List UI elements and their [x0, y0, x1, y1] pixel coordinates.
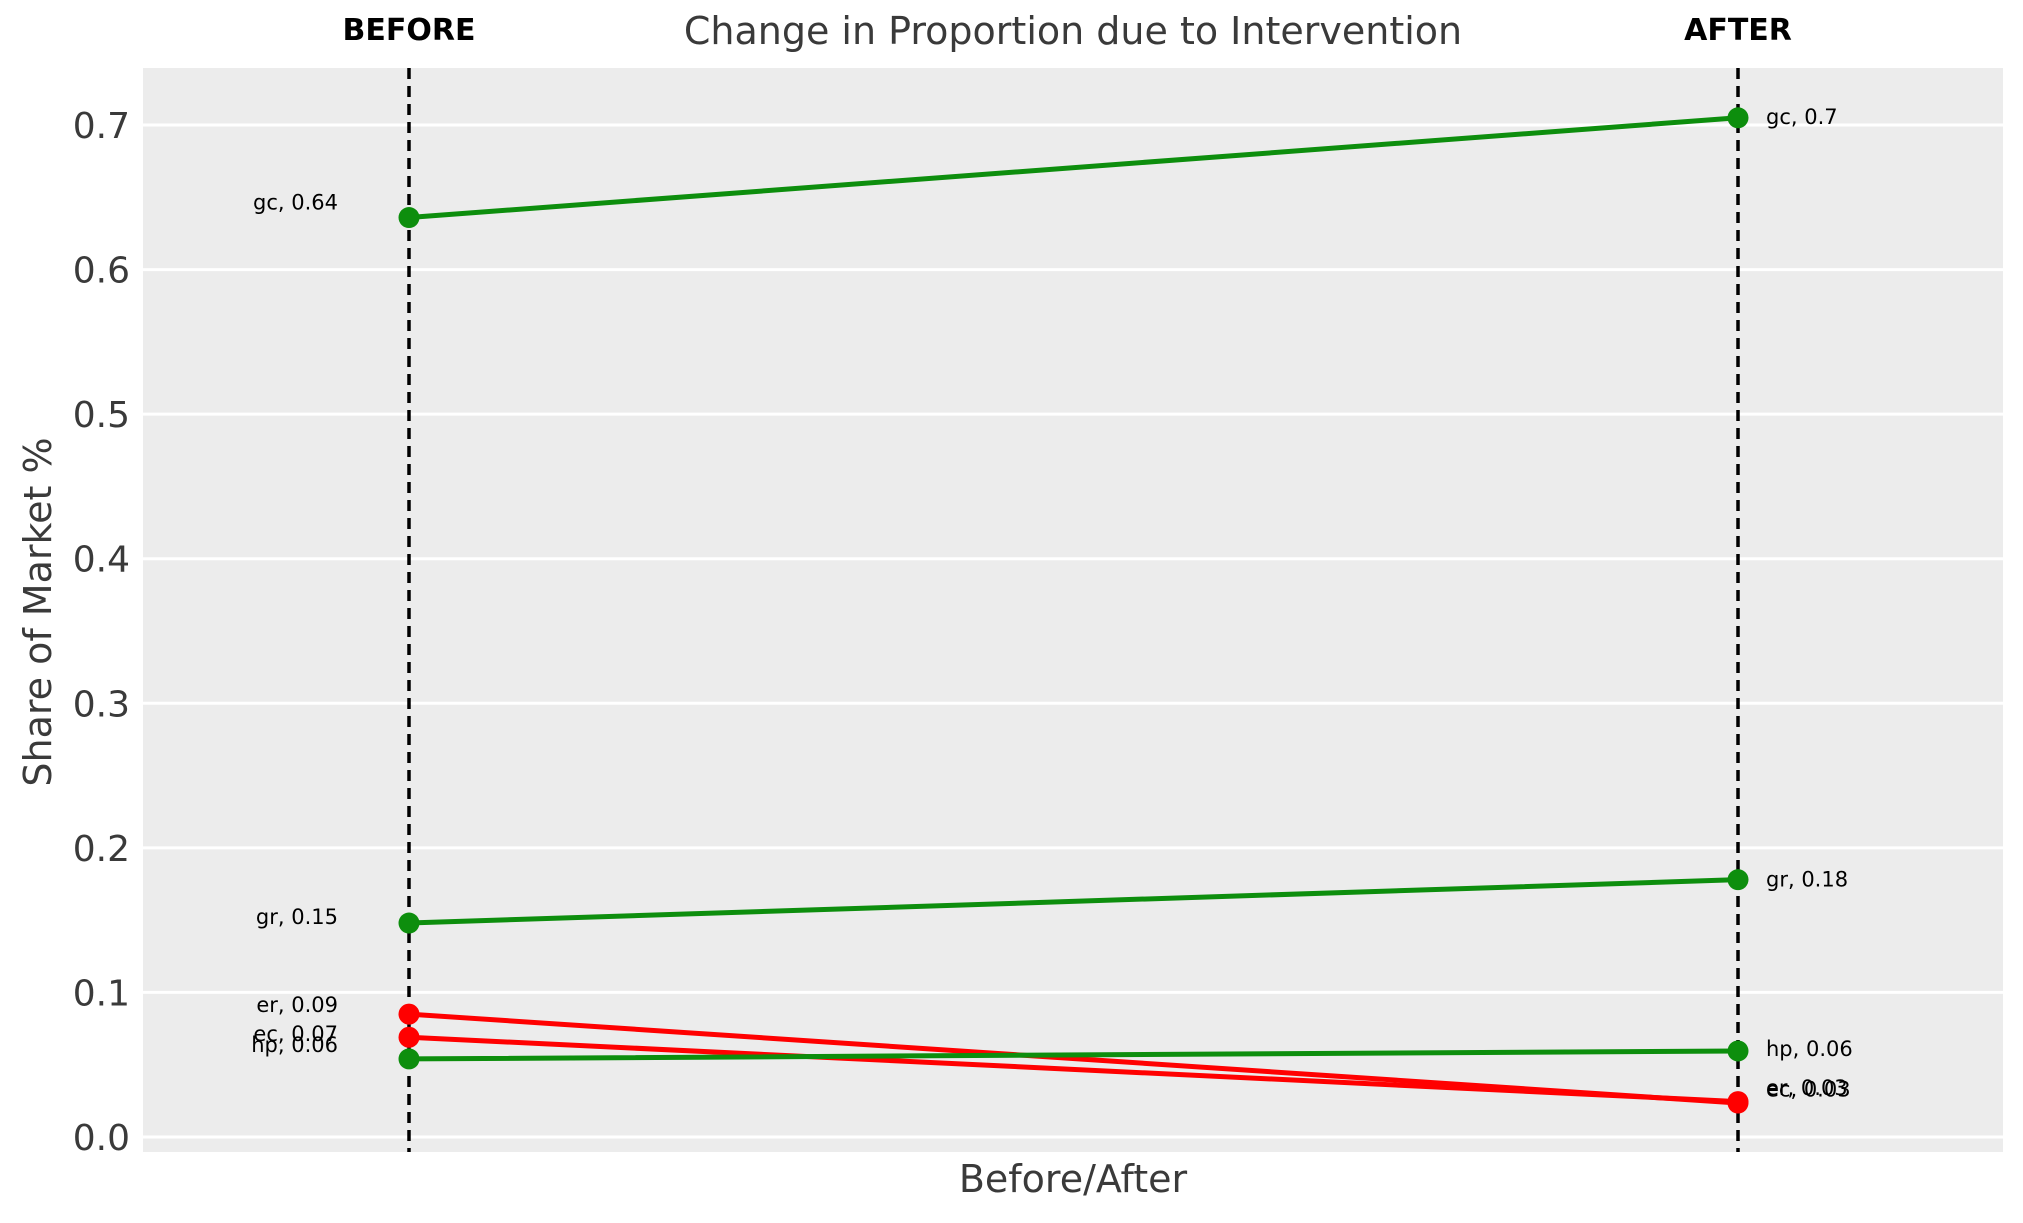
plot-area [143, 68, 2003, 1152]
point-gr-before [398, 912, 420, 934]
y-tick-label: 0.0 [73, 1118, 130, 1159]
point-gr-after [1727, 869, 1749, 891]
point-ec-before [398, 1026, 420, 1048]
y-tick-label: 0.2 [73, 829, 130, 870]
point-label-ec-after: ec, 0.03 [1766, 1078, 1851, 1102]
series-line-gc [406, 115, 1741, 221]
point-hp-before [398, 1048, 420, 1070]
point-label-gr-after: gr, 0.18 [1766, 868, 1848, 892]
point-label-gc-before: gc, 0.64 [253, 191, 338, 215]
y-tick-label: 0.4 [73, 540, 130, 581]
point-label-hp-before: hp, 0.06 [251, 1033, 338, 1057]
series-line-hp [406, 1048, 1741, 1062]
point-gc-before [398, 207, 420, 229]
point-label-gc-after: gc, 0.7 [1766, 105, 1838, 129]
y-tick-label: 0.1 [73, 973, 130, 1014]
y-axis-label: Share of Market % [16, 437, 60, 787]
point-label-er-after: er, 0.03 [1766, 1076, 1848, 1100]
point-label-gr-before: gr, 0.15 [256, 905, 338, 929]
series-line-ec [406, 1034, 1741, 1105]
point-gc-after [1727, 107, 1749, 129]
after-column-header: AFTER [1684, 13, 1792, 48]
y-tick-label: 0.5 [73, 395, 130, 436]
point-label-hp-after: hp, 0.06 [1766, 1037, 1853, 1061]
y-tick-label: 0.6 [73, 251, 130, 292]
point-label-ec-before: ec, 0.07 [253, 1022, 338, 1046]
y-tick-label: 0.3 [73, 684, 130, 725]
point-er-before [398, 1003, 420, 1025]
x-axis-label: Before/After [958, 1157, 1188, 1201]
point-hp-after [1727, 1040, 1749, 1062]
point-label-er-before: er, 0.09 [256, 993, 338, 1017]
before-column-header: BEFORE [342, 13, 476, 48]
point-ec-after [1727, 1091, 1749, 1113]
series-line-gr [406, 877, 1741, 926]
series-line-er [406, 1011, 1741, 1106]
y-tick-label: 0.7 [73, 106, 130, 147]
chart-title: Change in Proportion due to Intervention [683, 9, 1463, 53]
